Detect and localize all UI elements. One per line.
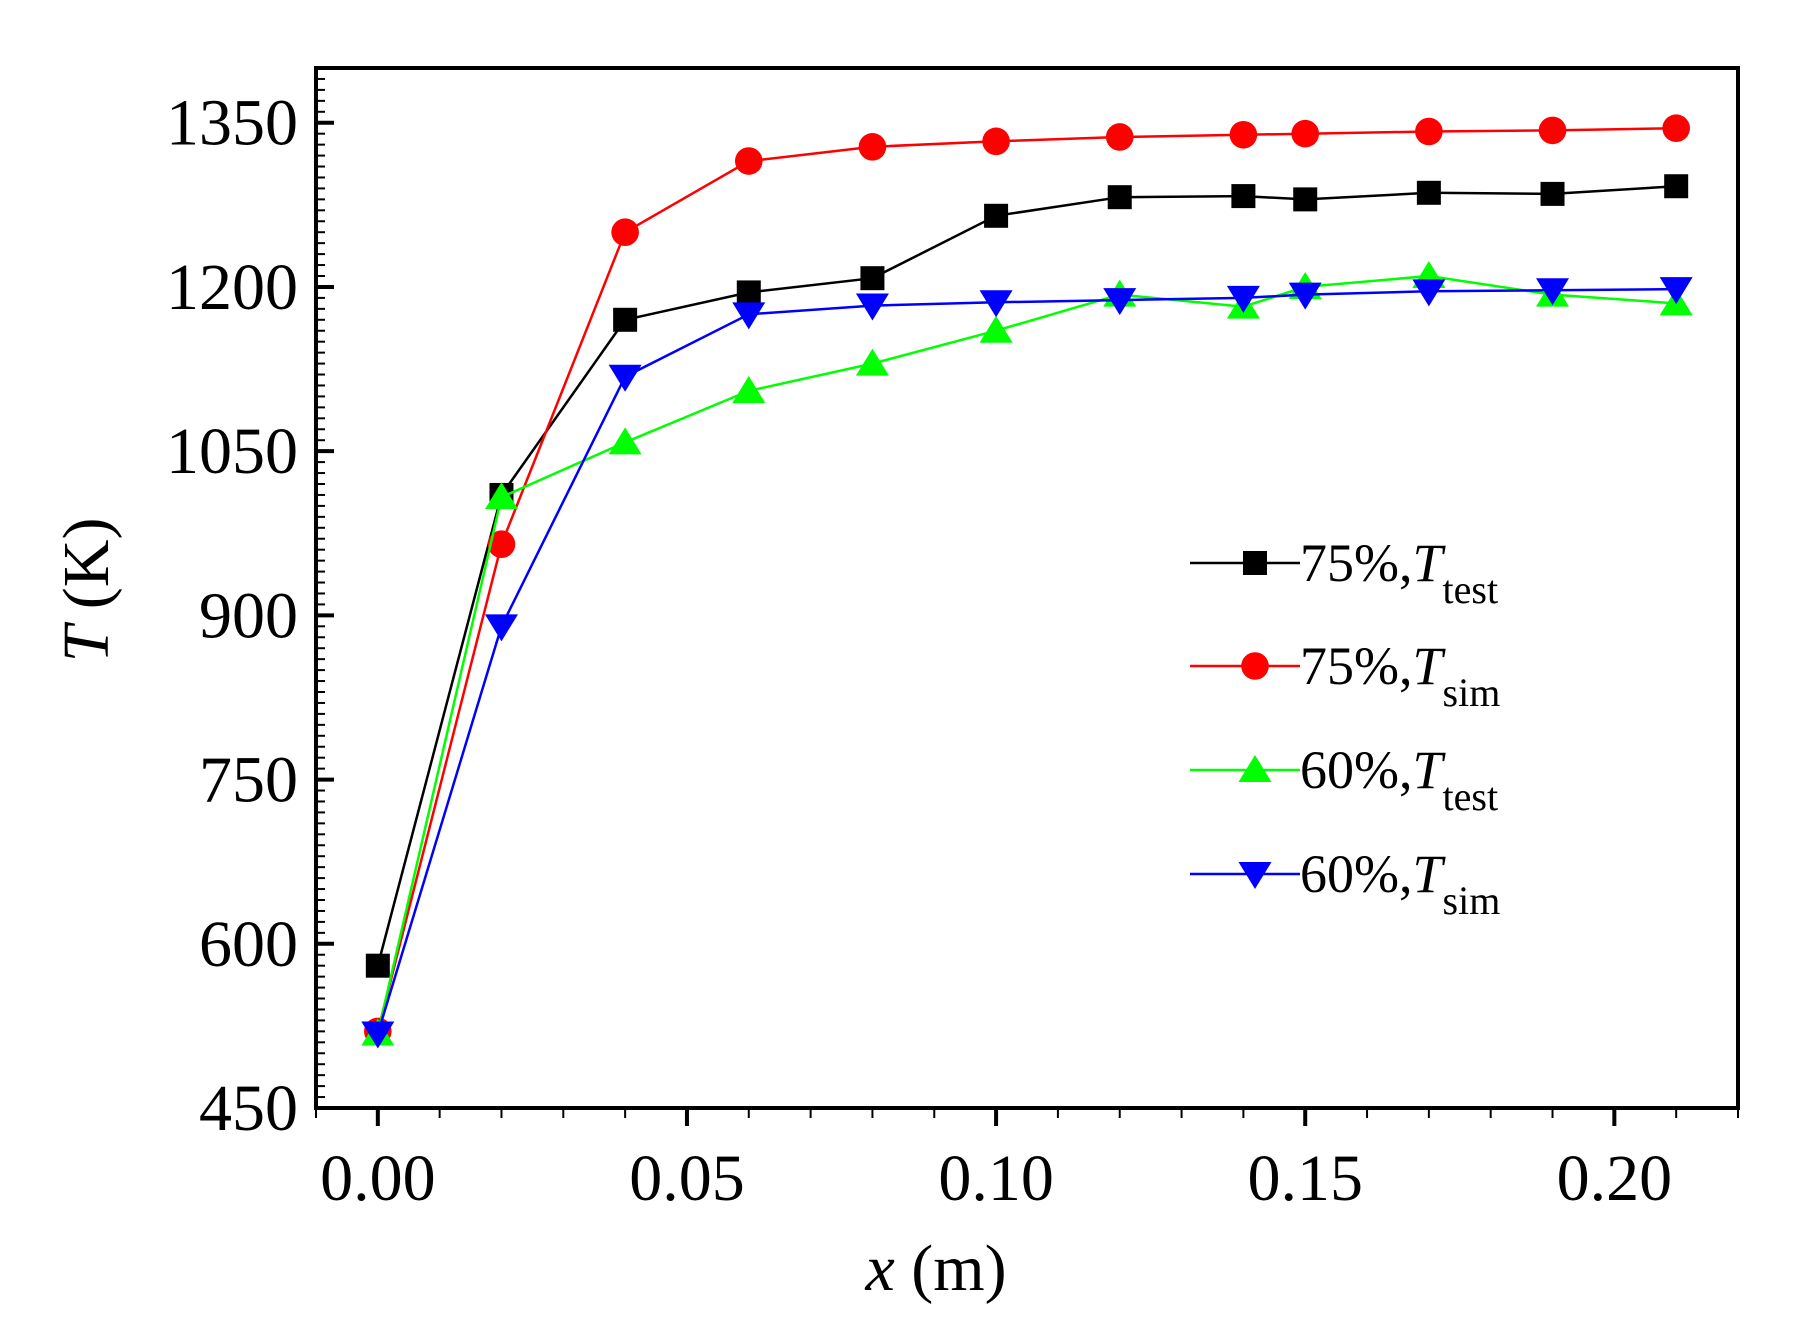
data-point bbox=[1291, 119, 1320, 148]
series-line bbox=[376, 126, 1677, 1032]
y-axis-title: T (K) bbox=[50, 518, 123, 663]
series-line bbox=[376, 274, 1677, 1034]
series-line bbox=[376, 184, 1677, 967]
data-point bbox=[860, 266, 885, 291]
legend-label: 75%,Tsim bbox=[1300, 636, 1500, 715]
data-point bbox=[1662, 114, 1690, 143]
x-tick-label: 0.15 bbox=[1247, 1142, 1363, 1215]
data-point bbox=[732, 375, 766, 403]
legend-label: 60%,Ttest bbox=[1300, 740, 1498, 819]
series-2 bbox=[361, 261, 1693, 1046]
x-axis-ticks: 0.00 0.05 0.10 0.15 0.20 bbox=[315, 1108, 1739, 1215]
series-line bbox=[376, 287, 1677, 1034]
data-point bbox=[1105, 123, 1134, 151]
data-point bbox=[734, 147, 763, 175]
legend-marker bbox=[1238, 862, 1272, 889]
y-tick-label: 750 bbox=[199, 744, 298, 817]
legend-label: 75%,Ttest bbox=[1300, 533, 1498, 612]
plot-border bbox=[314, 66, 1740, 1110]
x-tick-label: 0.20 bbox=[1557, 1142, 1673, 1215]
data-point bbox=[613, 307, 638, 332]
legend-item-2: 60%,Ttest bbox=[1190, 740, 1498, 819]
data-point bbox=[732, 302, 766, 330]
data-point bbox=[1288, 282, 1322, 310]
data-point bbox=[855, 293, 889, 321]
x-axis-title: x (m) bbox=[864, 1232, 1006, 1305]
data-point bbox=[484, 614, 518, 642]
data-point bbox=[979, 290, 1013, 318]
series-layer bbox=[361, 114, 1693, 1049]
series-0 bbox=[365, 174, 1689, 978]
data-point bbox=[736, 280, 761, 305]
data-point bbox=[858, 133, 887, 161]
data-point bbox=[1226, 285, 1260, 313]
data-point bbox=[487, 530, 516, 559]
data-point bbox=[1415, 117, 1443, 146]
data-point bbox=[608, 364, 642, 392]
data-point bbox=[855, 348, 889, 376]
x-tick-label: 0.00 bbox=[320, 1142, 436, 1215]
y-tick-label: 1350 bbox=[166, 87, 298, 160]
legend: 75%,Ttest 75%,Tsim 60%,Ttest 60%,Tsim bbox=[1190, 533, 1500, 923]
data-point bbox=[1103, 288, 1137, 316]
plot-frame bbox=[314, 66, 1740, 1110]
data-point bbox=[1293, 187, 1318, 212]
data-point bbox=[611, 218, 639, 247]
legend-label: 60%,Tsim bbox=[1300, 844, 1500, 923]
y-axis-ticks: 450 600 750 900 1050 1200 1350 bbox=[166, 77, 334, 1145]
data-point bbox=[361, 1021, 395, 1049]
data-point bbox=[1659, 277, 1693, 305]
y-tick-label: 600 bbox=[199, 908, 298, 981]
data-point bbox=[1416, 180, 1441, 205]
legend-item-3: 60%,Tsim bbox=[1190, 844, 1500, 923]
legend-marker bbox=[1243, 551, 1267, 575]
y-tick-label: 900 bbox=[199, 579, 298, 652]
legend-marker bbox=[1238, 755, 1272, 782]
data-point bbox=[1412, 279, 1446, 307]
data-point bbox=[1536, 278, 1570, 306]
y-tick-label: 1050 bbox=[166, 415, 298, 488]
x-tick-label: 0.05 bbox=[629, 1142, 745, 1215]
y-tick-label: 450 bbox=[199, 1072, 298, 1145]
data-point bbox=[1231, 184, 1256, 209]
legend-marker bbox=[1241, 652, 1269, 680]
data-point bbox=[1107, 185, 1132, 210]
series-1 bbox=[364, 114, 1690, 1046]
data-point bbox=[365, 953, 390, 978]
data-point bbox=[1538, 116, 1567, 145]
series-3 bbox=[361, 277, 1693, 1049]
data-point bbox=[982, 127, 1010, 156]
data-point bbox=[1540, 181, 1565, 206]
data-point bbox=[608, 427, 642, 455]
legend-item-1: 75%,Tsim bbox=[1190, 636, 1500, 715]
y-tick-label: 1200 bbox=[166, 251, 298, 324]
data-point bbox=[979, 315, 1013, 343]
data-point bbox=[1229, 120, 1258, 149]
legend-item-0: 75%,Ttest bbox=[1190, 533, 1498, 612]
data-point bbox=[484, 482, 518, 510]
data-point bbox=[1664, 174, 1689, 199]
x-tick-label: 0.10 bbox=[938, 1142, 1054, 1215]
data-point bbox=[984, 203, 1009, 228]
